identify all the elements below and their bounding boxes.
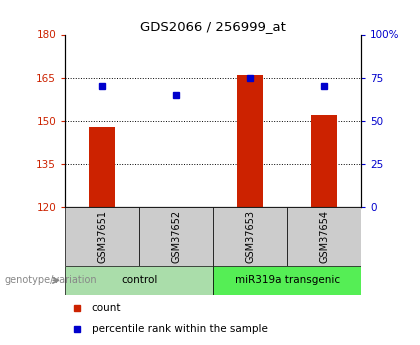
Text: miR319a transgenic: miR319a transgenic — [235, 275, 340, 285]
Bar — [65, 207, 139, 266]
Text: GSM37651: GSM37651 — [97, 210, 107, 263]
Text: count: count — [92, 304, 121, 313]
Text: GSM37654: GSM37654 — [319, 210, 329, 263]
Bar — [89, 127, 115, 207]
Bar — [237, 75, 263, 207]
Text: GSM37652: GSM37652 — [171, 210, 181, 263]
Bar — [287, 207, 361, 266]
Text: genotype/variation: genotype/variation — [4, 275, 97, 285]
Title: GDS2066 / 256999_at: GDS2066 / 256999_at — [140, 20, 286, 33]
Text: control: control — [121, 275, 158, 285]
Text: percentile rank within the sample: percentile rank within the sample — [92, 324, 268, 334]
Bar — [213, 207, 287, 266]
Bar — [139, 207, 213, 266]
Bar — [213, 266, 361, 295]
Bar — [311, 115, 337, 207]
Text: GSM37653: GSM37653 — [245, 210, 255, 263]
Bar — [65, 266, 213, 295]
